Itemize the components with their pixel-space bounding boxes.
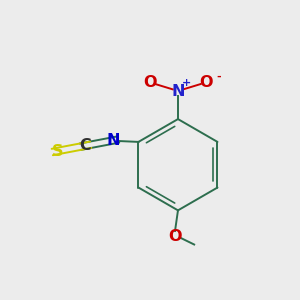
Text: O: O: [143, 75, 157, 90]
Text: N: N: [107, 133, 120, 148]
Text: O: O: [168, 229, 182, 244]
Text: O: O: [199, 75, 213, 90]
Text: S: S: [52, 143, 63, 158]
Text: -: -: [216, 72, 220, 82]
Text: N: N: [171, 84, 185, 99]
Text: +: +: [182, 78, 191, 88]
Text: C: C: [80, 138, 91, 153]
